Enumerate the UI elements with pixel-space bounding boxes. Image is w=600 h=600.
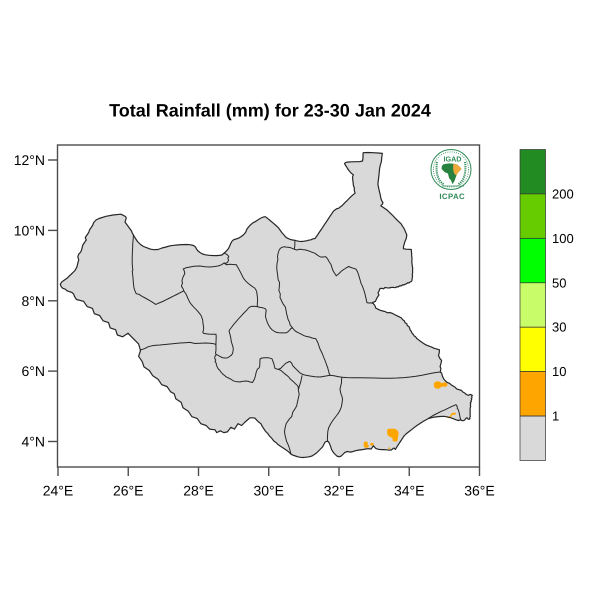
svg-text:30°E: 30°E: [253, 483, 284, 499]
svg-text:1: 1: [552, 409, 559, 424]
svg-text:100: 100: [552, 231, 574, 246]
svg-text:ICPAC: ICPAC: [439, 192, 465, 201]
svg-text:24°E: 24°E: [43, 483, 74, 499]
svg-text:IGAD: IGAD: [444, 155, 462, 164]
svg-text:10°N: 10°N: [14, 222, 45, 238]
svg-text:50: 50: [552, 275, 566, 290]
svg-text:6°N: 6°N: [22, 363, 46, 379]
svg-text:12°N: 12°N: [14, 152, 45, 168]
svg-text:10: 10: [552, 364, 566, 379]
svg-text:Total Rainfall (mm) for 23-30: Total Rainfall (mm) for 23-30 Jan 2024: [109, 101, 431, 121]
svg-text:36°E: 36°E: [464, 483, 495, 499]
svg-text:26°E: 26°E: [113, 483, 144, 499]
svg-text:200: 200: [552, 186, 574, 201]
svg-text:30: 30: [552, 320, 566, 335]
svg-text:28°E: 28°E: [183, 483, 214, 499]
svg-text:4°N: 4°N: [22, 434, 46, 450]
svg-text:32°E: 32°E: [324, 483, 355, 499]
svg-text:8°N: 8°N: [22, 293, 46, 309]
svg-text:34°E: 34°E: [394, 483, 425, 499]
